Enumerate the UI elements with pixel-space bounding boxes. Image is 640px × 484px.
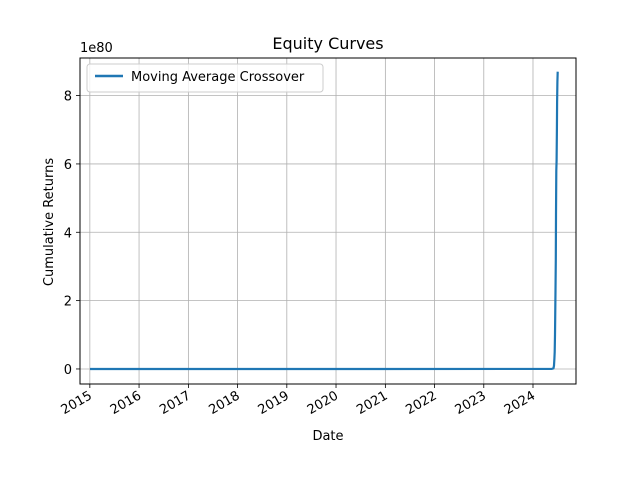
- y-axis-ticks: 0 2 4 6 8: [64, 90, 80, 378]
- y-offset-text: 1e80: [80, 41, 113, 56]
- y-tick-label: 0: [64, 363, 72, 378]
- chart-title: Equity Curves: [272, 34, 383, 53]
- series-line-moving-average-crossover: [90, 71, 559, 371]
- y-tick-label: 6: [64, 158, 72, 173]
- legend: Moving Average Crossover: [86, 63, 324, 93]
- series-layer: [90, 71, 559, 371]
- y-tick-label: 4: [64, 226, 72, 241]
- y-tick-label: 8: [64, 90, 72, 105]
- x-axis-label: Date: [312, 429, 343, 444]
- y-tick-label: 2: [64, 295, 72, 310]
- legend-box: [86, 63, 324, 93]
- legend-label: Moving Average Crossover: [131, 70, 305, 85]
- plot-frame: [79, 57, 577, 385]
- y-axis-label: Cumulative Returns: [42, 158, 57, 286]
